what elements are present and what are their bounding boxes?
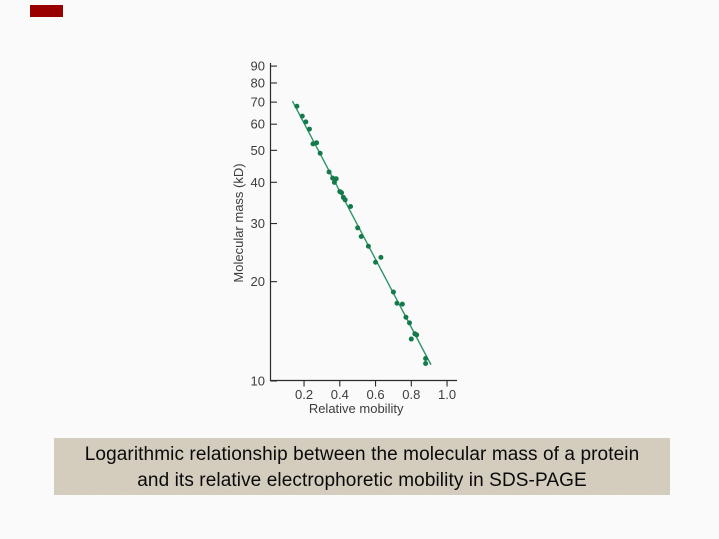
y-axis-title: Molecular mass (kD) [231, 163, 246, 282]
data-point [294, 103, 300, 109]
y-tick-label: 30 [251, 216, 265, 231]
data-point [365, 243, 371, 249]
x-axis-title: Relative mobility [309, 401, 404, 416]
data-point [390, 289, 396, 295]
data-point [378, 254, 384, 260]
y-tick-label: 90 [251, 59, 265, 74]
data-point [339, 190, 345, 196]
y-tick-label: 70 [251, 95, 265, 110]
red-accent-box [30, 5, 63, 17]
data-point [423, 355, 429, 361]
data-point [326, 169, 332, 175]
data-point [394, 300, 400, 306]
data-point [314, 140, 320, 146]
data-point [373, 259, 379, 265]
x-tick-label: 0.8 [402, 387, 420, 402]
data-point [407, 320, 413, 326]
data-point [423, 360, 429, 366]
caption-line2: and its relative electrophoretic mobilit… [137, 470, 587, 491]
data-point [333, 176, 339, 182]
data-point [306, 126, 312, 132]
data-point [342, 197, 348, 203]
y-tick-label: 40 [251, 175, 265, 190]
data-point [358, 234, 364, 240]
figure-caption: Logarithmic relationship between the mol… [54, 438, 670, 495]
data-point [299, 113, 305, 119]
y-tick-label: 80 [251, 75, 265, 90]
data-point [348, 203, 354, 209]
x-tick-label: 1.0 [438, 387, 456, 402]
x-tick-label: 0.6 [367, 387, 385, 402]
y-tick-label: 50 [251, 143, 265, 158]
x-tick-label: 0.2 [295, 387, 313, 402]
y-tick-label: 10 [251, 374, 265, 389]
y-tick-label: 20 [251, 274, 265, 289]
y-tick-label: 60 [251, 117, 265, 132]
data-point [408, 336, 414, 342]
data-point [403, 314, 409, 320]
data-point [414, 332, 420, 338]
caption-line1: Logarithmic relationship between the mol… [84, 444, 640, 465]
data-point [317, 150, 323, 156]
chart-axes [269, 63, 457, 382]
data-point [355, 225, 361, 231]
x-tick-label: 0.4 [331, 387, 349, 402]
data-point [399, 301, 405, 307]
data-point [303, 119, 309, 125]
